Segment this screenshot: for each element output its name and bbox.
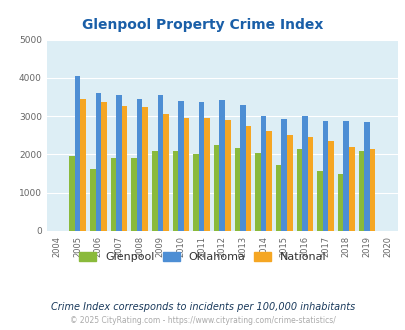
Bar — [219, 100, 224, 231]
Bar — [198, 102, 204, 231]
Bar — [157, 95, 163, 231]
Bar — [122, 106, 127, 231]
Bar — [234, 148, 240, 231]
Bar — [316, 171, 322, 231]
Bar — [131, 158, 136, 231]
Bar — [322, 121, 328, 231]
Bar — [240, 105, 245, 231]
Bar — [163, 114, 168, 231]
Bar — [80, 99, 86, 231]
Bar — [136, 99, 142, 231]
Bar — [301, 116, 307, 231]
Bar — [245, 126, 251, 231]
Bar — [110, 158, 116, 231]
Bar — [348, 147, 354, 231]
Text: Crime Index corresponds to incidents per 100,000 inhabitants: Crime Index corresponds to incidents per… — [51, 302, 354, 312]
Bar — [178, 101, 183, 231]
Bar — [172, 150, 178, 231]
Bar — [255, 153, 260, 231]
Bar — [266, 131, 271, 231]
Bar — [224, 120, 230, 231]
Bar — [337, 174, 343, 231]
Bar — [260, 116, 266, 231]
Bar — [151, 150, 157, 231]
Bar — [286, 135, 292, 231]
Bar — [142, 107, 148, 231]
Bar — [193, 154, 198, 231]
Bar — [296, 149, 301, 231]
Bar — [183, 118, 189, 231]
Bar — [213, 145, 219, 231]
Bar — [358, 151, 363, 231]
Bar — [90, 169, 95, 231]
Bar — [101, 102, 107, 231]
Bar — [281, 119, 286, 231]
Bar — [343, 121, 348, 231]
Bar — [307, 137, 313, 231]
Bar — [328, 141, 333, 231]
Bar — [363, 122, 369, 231]
Bar — [275, 165, 281, 231]
Text: © 2025 CityRating.com - https://www.cityrating.com/crime-statistics/: © 2025 CityRating.com - https://www.city… — [70, 316, 335, 325]
Bar — [75, 76, 80, 231]
Bar — [204, 118, 209, 231]
Legend: Glenpool, Oklahoma, National: Glenpool, Oklahoma, National — [75, 248, 330, 267]
Bar — [116, 95, 121, 231]
Bar — [95, 93, 101, 231]
Bar — [69, 156, 75, 231]
Bar — [369, 149, 374, 231]
Text: Glenpool Property Crime Index: Glenpool Property Crime Index — [82, 18, 323, 32]
